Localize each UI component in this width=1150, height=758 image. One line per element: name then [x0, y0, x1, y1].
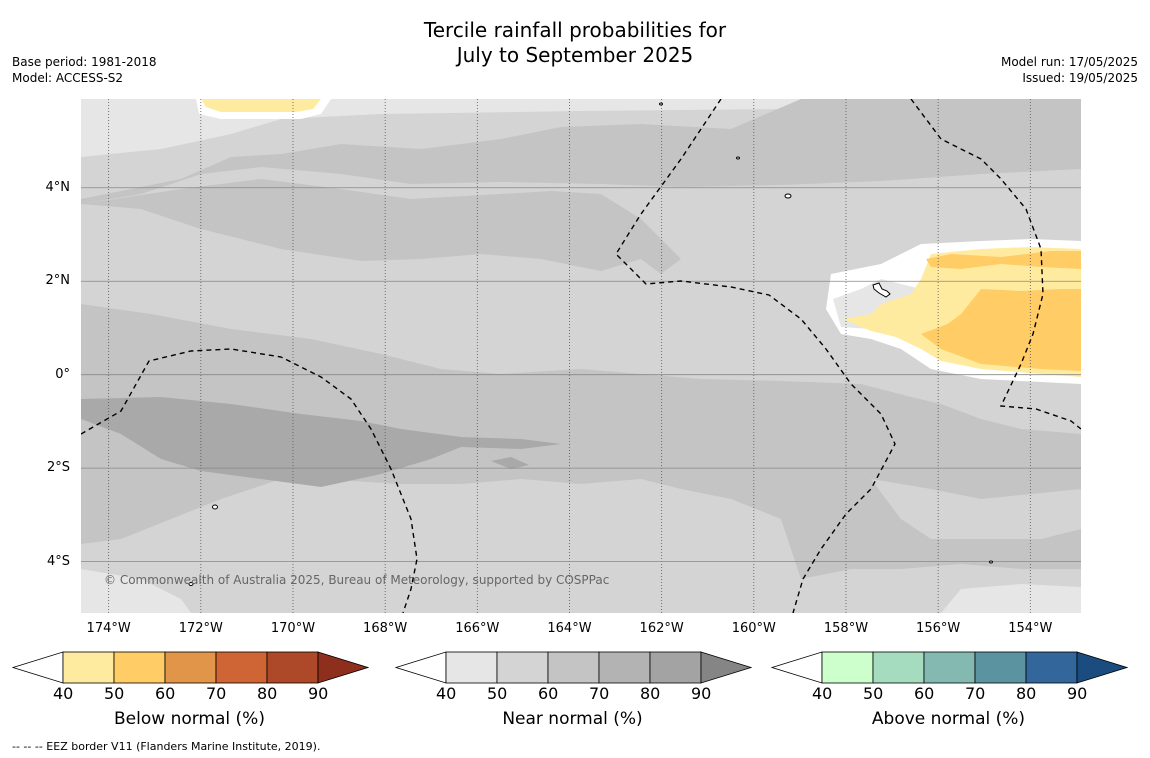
- colorbar-over-triangle: [1076, 651, 1128, 684]
- colorbar-tick-label: 90: [308, 684, 329, 703]
- probability-map[interactable]: [81, 99, 1081, 613]
- colorbar-tick-label: 70: [965, 684, 986, 703]
- colorbar-segment: [598, 651, 651, 684]
- colorbar-segment: [821, 651, 874, 684]
- near-normal-60-70-region: [81, 304, 1081, 613]
- gridlines: [81, 99, 1081, 613]
- colorbar-under-triangle: [771, 651, 823, 684]
- colorbar-tick-label: 50: [487, 684, 508, 703]
- colorbar-tick-label: 60: [538, 684, 559, 703]
- latitude-tick-label: 2°S: [46, 460, 70, 476]
- colorbar-segment: [62, 651, 115, 684]
- map-title-line-1: Tercile rainfall probabilities for: [423, 18, 727, 42]
- latitude-tick-label: 4°N: [45, 179, 71, 195]
- colorbar-title: Below normal (%): [114, 709, 265, 729]
- issued-date-text: Issued: 19/05/2025: [1022, 71, 1138, 85]
- model-run-text: Model run: 17/05/2025: [1000, 55, 1138, 69]
- base-period-text: Base period: 1981-2018: [12, 55, 157, 69]
- island-outline: [188, 582, 194, 586]
- island-outline: [989, 560, 993, 564]
- model-name-text: Model: ACCESS-S2: [12, 71, 124, 85]
- island-outline: [212, 504, 218, 510]
- colorbar-tick-label: 90: [691, 684, 712, 703]
- longitude-tick-label: 174°W: [86, 621, 131, 636]
- colorbar-over-triangle: [317, 651, 369, 684]
- colorbar-segment: [113, 651, 166, 684]
- longitude-tick-label: 164°W: [547, 621, 592, 636]
- colorbar-segment: [164, 651, 217, 684]
- near-normal-70-80-region: [491, 457, 529, 469]
- colorbar-tick-label: 40: [53, 684, 74, 703]
- copyright-credit: © Commonwealth of Australia 2025, Bureau…: [104, 573, 610, 587]
- colorbar-segment: [872, 651, 925, 684]
- colorbar-title: Near normal (%): [502, 709, 643, 729]
- longitude-tick-label: 154°W: [1008, 621, 1053, 636]
- map-title: Tercile rainfall probabilities for July …: [0, 18, 1150, 68]
- near-normal-50-60-region: [281, 549, 1081, 604]
- colorbar-over-triangle: [700, 651, 752, 684]
- eez-border-line: [81, 348, 418, 613]
- colorbar-tick-label: 60: [155, 684, 176, 703]
- colorbar-segment: [1025, 651, 1078, 684]
- colorbar-segment: [974, 651, 1027, 684]
- longitude-tick-label: 172°W: [178, 621, 223, 636]
- island-outline: [736, 156, 740, 160]
- island-outline: [659, 102, 663, 106]
- colorbar: [395, 651, 752, 684]
- latitude-tick-label: 0°: [55, 366, 70, 382]
- colorbar-tick-label: 60: [914, 684, 935, 703]
- eez-footnote: -- -- -- EEZ border V11 (Flanders Marine…: [12, 740, 321, 753]
- colorbar-tick-label: 80: [257, 684, 278, 703]
- near-normal-60-70-region: [81, 179, 681, 274]
- longitude-tick-label: 156°W: [916, 621, 961, 636]
- longitude-tick-label: 170°W: [270, 621, 316, 636]
- model-info: Base period: 1981-2018 Model: ACCESS-S2: [12, 54, 157, 86]
- run-info: Model run: 17/05/2025 Issued: 19/05/2025: [1001, 54, 1138, 86]
- island-outline: [872, 282, 891, 298]
- colorbar-tick-label: 40: [812, 684, 833, 703]
- eez-border-line: [910, 99, 1081, 430]
- colorbar-under-triangle: [395, 651, 447, 684]
- near-normal-40-50-region: [81, 99, 1081, 157]
- colorbar-segment: [445, 651, 498, 684]
- near-normal-70-80-region: [81, 397, 561, 487]
- latitude-tick-label: 4°S: [46, 553, 70, 569]
- colorbar-tick-label: 50: [863, 684, 884, 703]
- colorbar-tick-label: 80: [1016, 684, 1037, 703]
- colorbar-tick-label: 80: [640, 684, 661, 703]
- near-normal-50-60-region: [871, 479, 1081, 539]
- near-normal-60-70-region: [81, 99, 1081, 204]
- colorbar-title: Above normal (%): [871, 709, 1026, 729]
- latitude-tick-label: 2°N: [45, 273, 71, 289]
- map-title-line-2: July to September 2025: [456, 43, 694, 67]
- colorbar-segment: [266, 651, 319, 684]
- eez-border-lines: [81, 99, 1081, 613]
- below-normal-40-50-region: [201, 99, 321, 112]
- below-normal-50-60-region: [931, 289, 1081, 369]
- colorbar-tick-label: 50: [104, 684, 125, 703]
- colorbar-segment: [649, 651, 702, 684]
- colorbar-tick-label: 40: [436, 684, 457, 703]
- colorbar: [771, 651, 1128, 684]
- colorbar-segment: [547, 651, 600, 684]
- longitude-tick-label: 166°W: [455, 621, 500, 636]
- colorbar-segment: [496, 651, 549, 684]
- longitude-tick-label: 160°W: [731, 621, 776, 636]
- colorbar-tick-label: 70: [206, 684, 227, 703]
- longitude-tick-label: 158°W: [823, 621, 869, 636]
- island-outline: [784, 193, 792, 199]
- colorbar-tick-label: 90: [1067, 684, 1088, 703]
- longitude-tick-label: 162°W: [639, 621, 684, 636]
- island-outlines: [188, 102, 993, 586]
- colorbar-tick-label: 70: [589, 684, 610, 703]
- colorbar-segment: [215, 651, 268, 684]
- colorbar-under-triangle: [12, 651, 64, 684]
- colorbar: [12, 651, 369, 684]
- near-normal-50-60-region: [281, 504, 601, 569]
- colorbar-segment: [923, 651, 976, 684]
- near-normal-40-50-region: [941, 584, 1081, 613]
- longitude-tick-label: 168°W: [363, 621, 408, 636]
